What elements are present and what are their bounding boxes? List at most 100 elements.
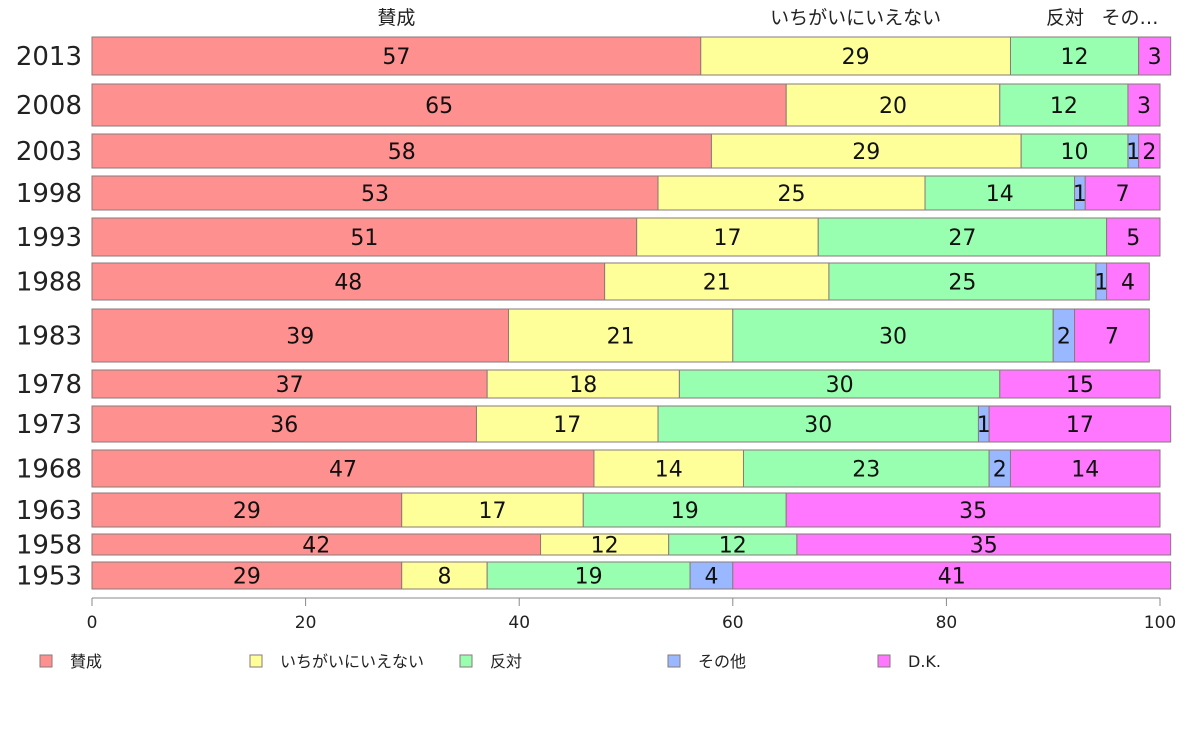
data-label: 8 <box>437 565 451 590</box>
bar-segment <box>91 175 659 211</box>
bar-segment <box>91 308 510 363</box>
data-label: 57 <box>382 45 410 70</box>
bar-segment <box>689 561 734 590</box>
top-labels: 賛成 いちがいにいえない 反対 その… <box>377 7 1158 29</box>
data-label: 7 <box>1105 325 1119 350</box>
x-tick-label: 60 <box>722 613 744 633</box>
data-label: 12 <box>1061 45 1089 70</box>
top-label: 賛成 <box>377 7 415 29</box>
category-label: 2008 <box>16 91 82 121</box>
legend-label: 賛成 <box>70 652 102 671</box>
data-label: 25 <box>948 271 976 296</box>
category-label: 1978 <box>16 370 82 400</box>
top-label: その… <box>1101 7 1158 29</box>
category-label: 1958 <box>16 531 82 561</box>
data-label: 21 <box>607 325 635 350</box>
data-label: 41 <box>938 565 966 590</box>
bar-segment <box>91 83 787 127</box>
bar-segment <box>999 369 1161 399</box>
data-label: 7 <box>1116 182 1130 207</box>
bar-segment <box>732 308 1054 363</box>
bar-segment <box>91 217 638 257</box>
data-label: 29 <box>233 565 261 590</box>
legend-swatch <box>249 654 263 668</box>
bar-segment <box>817 217 1108 257</box>
x-tick-label: 20 <box>295 613 317 633</box>
bar-segment <box>785 83 1001 127</box>
data-label: 1 <box>1094 271 1108 296</box>
data-label: 1 <box>1126 140 1140 165</box>
bar-segment <box>486 561 691 590</box>
data-label: 10 <box>1061 140 1089 165</box>
data-label: 53 <box>361 182 389 207</box>
category-label: 2013 <box>16 42 82 72</box>
bar-segment <box>1009 449 1161 488</box>
x-tick-label: 0 <box>87 613 98 633</box>
data-label: 17 <box>553 413 581 438</box>
legend-label: D.K. <box>908 652 941 671</box>
category-label: 1988 <box>16 268 82 298</box>
data-label: 30 <box>826 373 854 398</box>
top-label: いちがいにいえない <box>770 7 941 29</box>
bar-segment <box>924 175 1076 211</box>
x-tick-label: 40 <box>508 613 530 633</box>
data-label: 30 <box>879 325 907 350</box>
bar-segment <box>593 449 744 488</box>
data-label: 5 <box>1126 226 1140 251</box>
bar-segment <box>657 175 926 211</box>
bar-segment <box>401 492 584 528</box>
category-label: 1968 <box>16 455 82 485</box>
data-label: 48 <box>334 271 362 296</box>
bar-segment <box>91 449 595 488</box>
bar-segment <box>91 561 403 590</box>
bar-segment <box>742 449 990 488</box>
data-label: 2 <box>1057 325 1071 350</box>
legend-label: いちがいにいえない <box>280 652 424 671</box>
bar-segment <box>91 133 712 169</box>
legend-swatch <box>667 654 681 668</box>
data-label: 42 <box>302 534 330 559</box>
bar-segment <box>700 36 1011 76</box>
bar-segment <box>988 405 1172 443</box>
bar-segment <box>91 369 488 399</box>
bar-segment <box>710 133 1022 169</box>
bar-segment <box>1074 308 1150 363</box>
data-label: 1 <box>977 413 991 438</box>
data-label: 36 <box>270 413 298 438</box>
data-label: 18 <box>569 373 597 398</box>
bar-segment <box>91 36 702 76</box>
x-tick-label: 80 <box>936 613 958 633</box>
legend-label: その他 <box>698 652 746 671</box>
data-label: 12 <box>719 534 747 559</box>
data-label: 2 <box>993 458 1007 483</box>
data-label: 29 <box>842 45 870 70</box>
data-label: 29 <box>233 499 261 524</box>
bar-segment <box>785 492 1161 528</box>
bar-segment <box>1138 133 1161 169</box>
data-label: 37 <box>276 373 304 398</box>
bar-segment <box>636 217 819 257</box>
data-label: 19 <box>671 499 699 524</box>
data-label: 19 <box>575 565 603 590</box>
data-label: 25 <box>778 182 806 207</box>
data-label: 35 <box>970 534 998 559</box>
data-label: 14 <box>986 182 1014 207</box>
data-label: 3 <box>1148 45 1162 70</box>
bar-segment <box>91 405 477 443</box>
legend: 賛成 いちがいにいえない 反対 その他 D.K. <box>39 652 941 671</box>
x-axis: 0 20 40 60 80 100 <box>87 597 1176 633</box>
bar-segment <box>1084 175 1161 211</box>
bars: 57 29 12 365 20 12 358 29 10 1 253 25 14 1 751 17 27 548 2… <box>91 36 1172 590</box>
data-label: 2 <box>1142 140 1156 165</box>
bar-segment <box>1009 36 1140 76</box>
bar-segment <box>732 561 1172 590</box>
bar-segment <box>604 262 830 301</box>
category-label: 2003 <box>16 137 82 167</box>
category-label: 1998 <box>16 179 82 209</box>
data-label: 17 <box>1066 413 1094 438</box>
data-label: 1 <box>1073 182 1087 207</box>
legend-label: 反対 <box>490 652 522 671</box>
x-tick-label: 100 <box>1144 613 1176 633</box>
year-labels: 2013 2008 2003 1998 1993 1988 1983 1978 1973 1968… <box>16 42 82 592</box>
